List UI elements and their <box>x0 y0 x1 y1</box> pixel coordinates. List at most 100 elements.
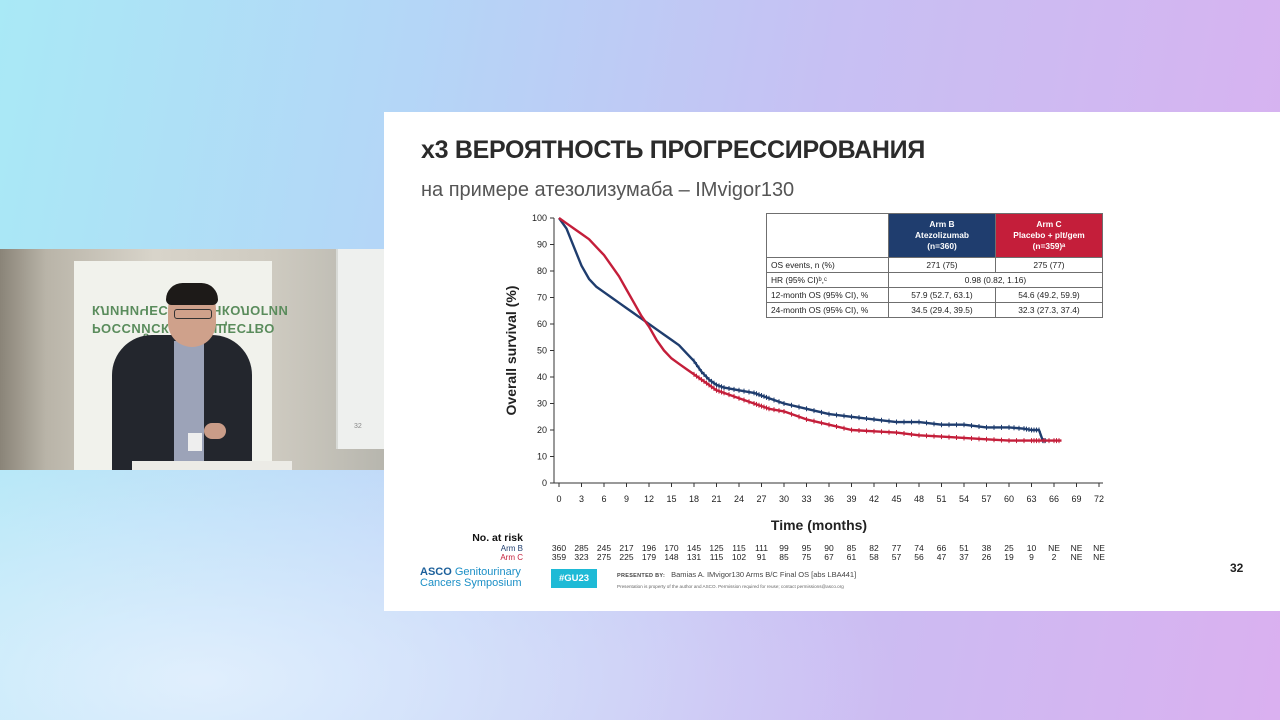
x-tick-label: 18 <box>689 494 699 504</box>
at-risk-value: 77 <box>892 543 902 553</box>
at-risk-value: 25 <box>1004 543 1014 553</box>
at-risk-value: 285 <box>574 543 588 553</box>
at-risk-value: 125 <box>709 543 723 553</box>
x-tick-label: 12 <box>644 494 654 504</box>
header-arm-b-line-2: Atezolizumab <box>915 230 969 240</box>
x-tick-label: 63 <box>1026 494 1036 504</box>
at-risk-value: 51 <box>959 543 969 553</box>
at-risk-value: 85 <box>847 543 857 553</box>
x-tick-label: 15 <box>666 494 676 504</box>
at-risk-value: 66 <box>937 543 947 553</box>
y-axis-label: Overall survival (%) <box>503 286 519 416</box>
header-arm-b: Arm B Atezolizumab (n=360) <box>888 213 996 258</box>
at-risk-value: 359 <box>552 552 566 562</box>
x-tick-label: 60 <box>1004 494 1014 504</box>
y-tick-label: 30 <box>537 399 547 409</box>
asco-logo-line-2: Cancers Symposium <box>420 577 522 589</box>
at-risk-value: 10 <box>1027 543 1037 553</box>
at-risk-value: 148 <box>664 552 678 562</box>
header-arm-c: Arm C Placebo + plt/gem (n=359)ᵃ <box>995 213 1103 258</box>
x-tick-label: 39 <box>846 494 856 504</box>
asco-logo-line-1: Genitourinary <box>451 566 521 578</box>
at-risk-value: 38 <box>982 543 992 553</box>
speaker-video: РОССИЙСКОЕ ОБЩЕСТВО КЛИНИЧЕСКОЙ ОНКОЛОГИ… <box>0 249 384 470</box>
at-risk-row-label: Arm B <box>501 544 523 553</box>
asco-logo-bold: ASCO <box>420 566 452 578</box>
at-risk-value: 99 <box>779 543 789 553</box>
header-arm-c-line-1: Arm C <box>1036 219 1062 229</box>
at-risk-value: NE <box>1071 552 1083 562</box>
at-risk-title: No. at risk <box>472 532 523 544</box>
y-tick-label: 90 <box>537 240 547 250</box>
at-risk-value: 90 <box>824 543 834 553</box>
x-tick-label: 48 <box>914 494 924 504</box>
at-risk-value: 95 <box>802 543 812 553</box>
x-tick-label: 72 <box>1094 494 1104 504</box>
at-risk-value: 56 <box>914 552 924 562</box>
table-row: 12-month OS (95% CI), % 57.9 (52.7, 63.1… <box>766 287 1103 303</box>
table-corner <box>766 213 889 258</box>
arm-c-value: 54.6 (49.2, 59.9) <box>995 287 1103 303</box>
table-row: 24-month OS (95% CI), % 34.5 (29.4, 39.5… <box>766 302 1103 318</box>
at-risk-value: 323 <box>574 552 588 562</box>
y-tick-label: 70 <box>537 293 547 303</box>
header-arm-b-line-1: Arm B <box>929 219 955 229</box>
at-risk-value: 111 <box>755 543 768 553</box>
at-risk-value: 170 <box>664 543 678 553</box>
speaker <box>112 283 252 470</box>
at-risk-value: 85 <box>779 552 789 562</box>
podium <box>132 461 292 470</box>
presented-by: PRESENTED BY: Bamias A. IMvigor130 Arms B… <box>617 570 856 579</box>
table-row: HR (95% CI)ᵇ,ᶜ 0.98 (0.82, 1.16) <box>766 272 1103 288</box>
header-arm-c-line-2: Placebo + plt/gem <box>1013 230 1085 240</box>
at-risk-value: 19 <box>1004 552 1014 562</box>
x-tick-label: 45 <box>891 494 901 504</box>
arm-b-value: 34.5 (29.4, 39.5) <box>888 302 996 318</box>
at-risk-value: 179 <box>642 552 656 562</box>
hashtag-badge: #GU23 <box>551 569 597 588</box>
at-risk-value: 115 <box>732 543 746 553</box>
at-risk-value: NE <box>1048 543 1060 553</box>
y-tick-label: 100 <box>532 213 547 223</box>
at-risk-value: 74 <box>914 543 924 553</box>
x-tick-label: 66 <box>1049 494 1059 504</box>
os-summary-table: Arm B Atezolizumab (n=360) Arm C Placebo… <box>766 213 1103 318</box>
x-tick-label: 33 <box>801 494 811 504</box>
row-label: 12-month OS (95% CI), % <box>766 287 889 303</box>
x-tick-label: 27 <box>756 494 766 504</box>
at-risk-value: 58 <box>869 552 879 562</box>
y-tick-label: 60 <box>537 319 547 329</box>
at-risk-value: 26 <box>982 552 992 562</box>
x-tick-label: 0 <box>556 494 561 504</box>
y-tick-label: 80 <box>537 266 547 276</box>
y-tick-label: 0 <box>542 478 547 488</box>
at-risk-value: 37 <box>959 552 969 562</box>
x-tick-label: 21 <box>711 494 721 504</box>
x-tick-label: 54 <box>959 494 969 504</box>
row-label: HR (95% CI)ᵇ,ᶜ <box>766 272 889 288</box>
at-risk-value: NE <box>1071 543 1083 553</box>
y-tick-label: 20 <box>537 425 547 435</box>
arm-b-value: 271 (75) <box>888 257 996 273</box>
series-line-arm-c <box>558 217 1062 442</box>
x-tick-label: 24 <box>734 494 744 504</box>
x-axis-label: Time (months) <box>771 517 867 533</box>
x-tick-label: 9 <box>624 494 629 504</box>
y-tick-label: 10 <box>537 452 547 462</box>
combined-value: 0.98 (0.82, 1.16) <box>888 272 1103 288</box>
at-risk-value: 102 <box>732 552 746 562</box>
x-tick-label: 42 <box>869 494 879 504</box>
presentation-slide: х3 ВЕРОЯТНОСТЬ ПРОГРЕССИРОВАНИЯ на приме… <box>384 112 1280 611</box>
at-risk-value: 61 <box>847 552 857 562</box>
survival-chart: 0 3 6 9 12 15 18 21 24 27 30 33 36 39 42 45 48 51 54 57 60 63… <box>472 213 1105 562</box>
copyright-notice: Presentation is property of the author a… <box>617 584 844 589</box>
at-risk-value: NE <box>1093 543 1105 553</box>
at-risk-value: NE <box>1093 552 1105 562</box>
at-risk-value: 145 <box>687 543 701 553</box>
at-risk-value: 91 <box>757 552 767 562</box>
at-risk-value: 47 <box>937 552 947 562</box>
slide-title: х3 ВЕРОЯТНОСТЬ ПРОГРЕССИРОВАНИЯ <box>421 136 926 164</box>
x-tick-label: 3 <box>579 494 584 504</box>
arm-c-value: 32.3 (27.3, 37.4) <box>995 302 1103 318</box>
at-risk-value: 225 <box>619 552 633 562</box>
